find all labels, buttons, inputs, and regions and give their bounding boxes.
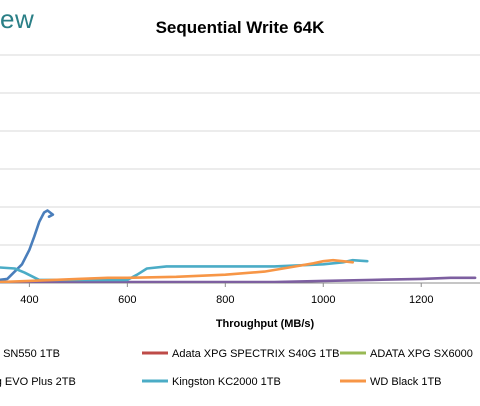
- legend-label: Adata XPG SPECTRIX S40G 1TB: [172, 348, 340, 360]
- legend: Blue SN550 1TB Adata XPG SPECTRIX S40G 1T…: [0, 348, 473, 388]
- grid-layer: [0, 54, 480, 284]
- series-line: [0, 258, 355, 283]
- series-line: [0, 209, 55, 282]
- x-tick-label: 1000: [311, 294, 335, 306]
- x-axis-label: Throughput (MB/s): [216, 318, 315, 330]
- legend-label: WD Black 1TB: [370, 376, 442, 388]
- tick-layer: 400 600 800 1000 1200: [20, 283, 433, 306]
- series-layer: [0, 209, 477, 283]
- x-tick-label: 800: [216, 294, 234, 306]
- legend-label: Kingston KC2000 1TB: [172, 376, 281, 388]
- legend-label: Blue SN550 1TB: [0, 348, 60, 360]
- x-tick-label: 1200: [409, 294, 433, 306]
- legend-label: ADATA XPG SX6000: [370, 348, 473, 360]
- logo-fragment: ew: [0, 4, 35, 34]
- x-tick-label: 600: [118, 294, 136, 306]
- legend-label: sung EVO Plus 2TB: [0, 376, 76, 388]
- series-line: [0, 276, 477, 283]
- chart-title: Sequential Write 64K: [156, 18, 326, 37]
- x-tick-label: 400: [20, 294, 38, 306]
